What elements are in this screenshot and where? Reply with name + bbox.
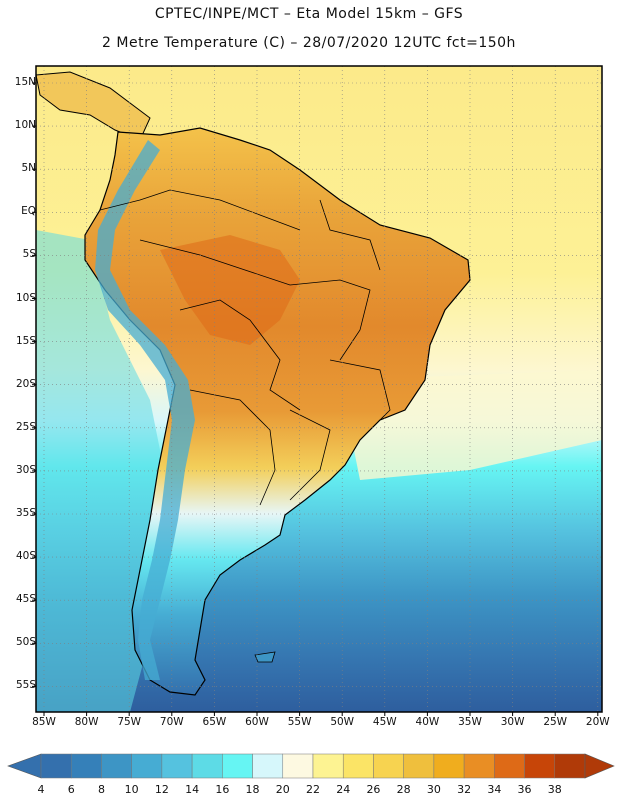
lat-label: 30S bbox=[15, 463, 36, 476]
colorbar-cell bbox=[463, 753, 495, 779]
colorbar-cell bbox=[524, 753, 556, 779]
lon-label: 45W bbox=[372, 716, 397, 728]
colorbar-label: 4 bbox=[37, 783, 45, 796]
colorbar-cell bbox=[222, 753, 253, 779]
lon-label: 50W bbox=[330, 716, 355, 728]
colorbar-cell bbox=[191, 753, 223, 779]
lat-label: 5S bbox=[22, 248, 36, 261]
colorbar-label: 20 bbox=[275, 783, 290, 796]
lon-label: 70W bbox=[159, 716, 184, 728]
colorbar-right-arrow bbox=[584, 753, 615, 779]
lat-label: 25S bbox=[15, 420, 36, 433]
lat-label: 55S bbox=[15, 679, 36, 692]
lat-label: 20S bbox=[15, 377, 36, 390]
lat-label: 40S bbox=[15, 550, 36, 563]
colorbar-label: 10 bbox=[124, 783, 139, 796]
lon-label: 35W bbox=[458, 716, 482, 728]
colorbar-label: 32 bbox=[457, 783, 472, 796]
colorbar-cell bbox=[70, 753, 102, 779]
amazon-hot-core bbox=[160, 235, 300, 345]
lat-label: 35S bbox=[15, 507, 36, 519]
colorbar-cell bbox=[373, 753, 404, 779]
falkland-islands bbox=[254, 651, 276, 663]
colorbar-cell bbox=[554, 753, 586, 779]
axis-ticks bbox=[32, 82, 599, 716]
lon-label: 75W bbox=[117, 716, 142, 728]
lat-label: EQ bbox=[21, 205, 36, 218]
colorbar-cell bbox=[312, 753, 344, 779]
colorbar-label: 28 bbox=[396, 783, 411, 796]
lon-label: 85W bbox=[32, 716, 56, 728]
colorbar-label: 8 bbox=[97, 783, 105, 796]
lat-label: 50S bbox=[15, 636, 36, 649]
andes-ridge bbox=[95, 140, 195, 680]
colorbar-label: 26 bbox=[366, 783, 381, 796]
lon-label: 30W bbox=[500, 716, 525, 728]
colorbar-label: 6 bbox=[67, 783, 75, 796]
colorbar-label: 34 bbox=[487, 783, 502, 796]
colorbar-label: 12 bbox=[154, 783, 169, 796]
colorbar-label: 14 bbox=[185, 783, 200, 796]
colorbar-label: 22 bbox=[306, 783, 320, 796]
lon-label: 60W bbox=[245, 716, 269, 728]
colorbar-cell bbox=[161, 753, 193, 779]
lon-label: 65W bbox=[202, 716, 227, 728]
colorbar-cell bbox=[40, 753, 72, 779]
colorbar-cell bbox=[494, 753, 525, 779]
colorbar-label: 36 bbox=[517, 783, 532, 796]
chart-title-line1: CPTEC/INPE/MCT – Eta Model 15km – GFS bbox=[154, 6, 464, 22]
lat-label: 15N bbox=[14, 76, 36, 88]
colorbar-label: 30 bbox=[426, 783, 441, 796]
colorbar-label: 24 bbox=[336, 783, 351, 796]
colorbar-cell bbox=[403, 753, 435, 779]
lon-label: 40W bbox=[415, 716, 440, 728]
chart-title-line2: 2 Metre Temperature (C) – 28/07/2020 12U… bbox=[102, 35, 516, 51]
colorbar-cell bbox=[282, 753, 314, 779]
lat-label: 45S bbox=[15, 593, 36, 606]
colorbar-left-arrow bbox=[7, 753, 42, 779]
lat-label: 10S bbox=[15, 291, 36, 304]
colorbar-label: 38 bbox=[547, 783, 562, 796]
colorbar-cell bbox=[252, 753, 284, 779]
lon-label: 80W bbox=[74, 716, 99, 728]
colorbar-cell bbox=[131, 753, 163, 779]
lon-label: 55W bbox=[287, 716, 312, 728]
lon-label: 20W bbox=[585, 716, 610, 728]
colorbar-cell bbox=[101, 753, 132, 779]
colorbar bbox=[7, 753, 615, 779]
plot-frame bbox=[35, 65, 603, 713]
lat-label: 15S bbox=[15, 334, 36, 347]
lat-label: 5N bbox=[21, 162, 36, 175]
colorbar-label: 16 bbox=[215, 783, 230, 796]
lon-label: 25W bbox=[543, 716, 568, 728]
colorbar-cell bbox=[342, 753, 374, 779]
colorbar-cell bbox=[433, 753, 465, 779]
lat-label: 10N bbox=[14, 119, 36, 132]
colorbar-label: 18 bbox=[245, 783, 260, 796]
